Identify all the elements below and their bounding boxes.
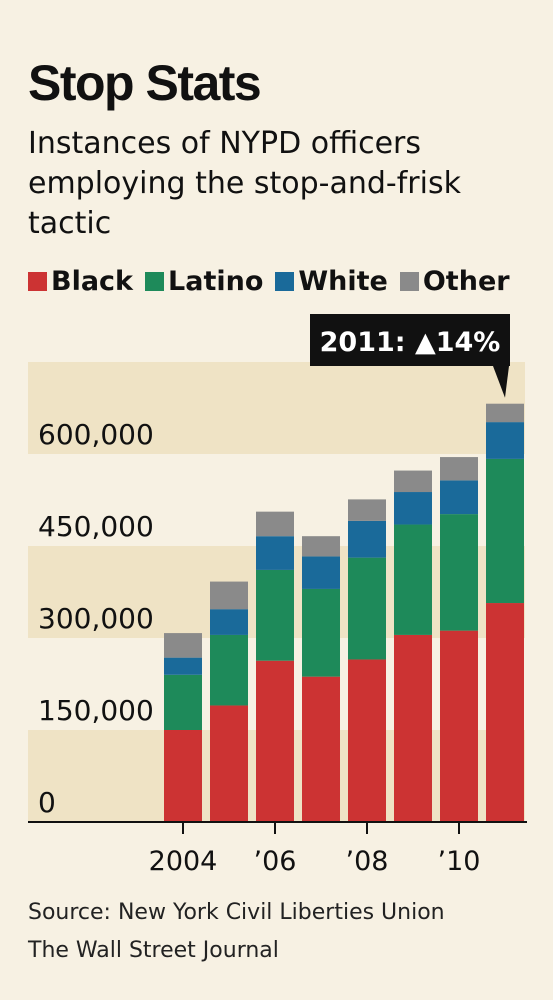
bar-segment-black-2007	[302, 676, 340, 822]
legend-item-white: White	[275, 265, 388, 297]
bar-segment-white-2004	[164, 657, 202, 675]
callout-box	[310, 314, 510, 366]
legend-item-black: Black	[28, 266, 133, 297]
legend-label: White	[298, 265, 388, 297]
y-tick-label: 300,000	[38, 602, 154, 635]
legend-label: Latino	[168, 265, 264, 297]
x-tick-label: ’10	[438, 846, 481, 877]
bar-segment-other-2010	[440, 457, 478, 481]
legend: Black Latino White Other	[28, 262, 522, 300]
bar-segment-black-2008	[348, 659, 386, 822]
bar-segment-latino-2011	[486, 458, 524, 604]
bar-segment-latino-2008	[348, 557, 386, 660]
bar-segment-other-2004	[164, 633, 202, 658]
x-tick-label: 2004	[149, 846, 218, 877]
bar-segment-black-2011	[486, 603, 524, 822]
bar-segment-other-2007	[302, 536, 340, 557]
callout-pointer	[493, 366, 509, 398]
source-note: Source: New York Civil Liberties Union	[28, 900, 445, 925]
bar-segment-other-2009	[394, 470, 432, 493]
legend-swatch	[399, 271, 419, 291]
bar-segment-white-2006	[256, 536, 294, 570]
publisher-credit: The Wall Street Journal	[28, 938, 279, 963]
bar-segment-white-2008	[348, 520, 386, 558]
bar-segment-latino-2005	[210, 634, 248, 706]
callout-label: 2011: ▲14%	[320, 327, 501, 358]
bar-segment-white-2005	[210, 609, 248, 635]
bar-segment-white-2011	[486, 422, 524, 459]
bar-segment-latino-2007	[302, 588, 340, 677]
bar-segment-latino-2009	[394, 524, 432, 635]
bar-segment-latino-2010	[440, 514, 478, 631]
bar-segment-other-2005	[210, 581, 248, 610]
y-tick-label: 0	[38, 786, 56, 819]
bar-segment-black-2006	[256, 660, 294, 822]
bar-segment-latino-2004	[164, 674, 202, 730]
legend-label: Other	[422, 265, 510, 297]
y-tick-label: 600,000	[38, 418, 154, 451]
legend-item-other: Other	[399, 265, 510, 297]
bar-segment-black-2005	[210, 705, 248, 822]
bar-segment-other-2008	[348, 499, 386, 521]
legend-swatch	[275, 271, 295, 291]
legend-swatch	[145, 271, 165, 291]
legend-label: Black	[51, 265, 134, 297]
bar-segment-other-2011	[486, 403, 524, 423]
y-tick-label: 450,000	[38, 510, 154, 543]
y-tick-label: 150,000	[38, 694, 154, 727]
x-tick-label: ’08	[346, 846, 389, 877]
bar-segment-white-2007	[302, 556, 340, 589]
bar-segment-other-2006	[256, 511, 294, 537]
stacked-bar-chart: 0 150,000 300,000 450,000 600,000 2004 ’06 ’08 ’…	[28, 314, 527, 877]
source-block: Source: New York Civil Liberties Union T…	[28, 894, 445, 970]
bar-segment-black-2010	[440, 630, 478, 822]
bar-segment-latino-2006	[256, 569, 294, 661]
chart-title: Stop Stats	[28, 55, 262, 111]
background-band	[28, 362, 525, 454]
bar-segment-black-2009	[394, 634, 432, 822]
legend-swatch	[28, 271, 47, 291]
chart-subtitle: Instances of NYPD officers employing the…	[28, 126, 461, 241]
bar-segment-black-2004	[164, 730, 202, 822]
bar-segment-white-2009	[394, 492, 432, 525]
legend-item-latino: Latino	[145, 266, 263, 297]
x-tick-label: ’06	[254, 846, 297, 877]
bar-segment-white-2010	[440, 480, 478, 515]
